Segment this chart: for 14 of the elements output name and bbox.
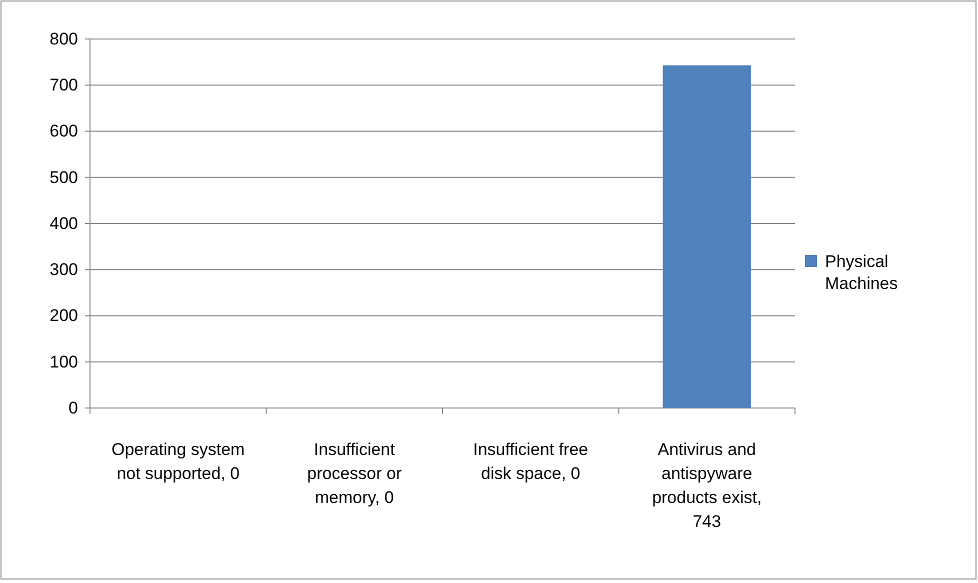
- y-tick-label: 200: [50, 306, 78, 326]
- x-tick-label: Insufficient processor or memory, 0: [307, 440, 402, 507]
- legend-label: Physical Machines: [825, 252, 898, 293]
- y-tick-label: 700: [50, 76, 78, 95]
- y-tick-label: 400: [50, 214, 78, 233]
- y-tick-label: 0: [68, 398, 78, 418]
- y-tick-label: 100: [50, 352, 78, 372]
- y-tick-label: 800: [50, 29, 78, 48]
- y-tick-label: 300: [50, 260, 78, 280]
- x-tick-label: Antivirus and antispyware products exist, 743: [652, 440, 762, 531]
- y-tick-label: 600: [50, 122, 78, 141]
- y-tick-label: 500: [50, 168, 78, 187]
- x-tick-label: Insufficient free disk space, 0: [473, 440, 588, 483]
- x-tick-label: Operating system not supported, 0: [112, 440, 245, 483]
